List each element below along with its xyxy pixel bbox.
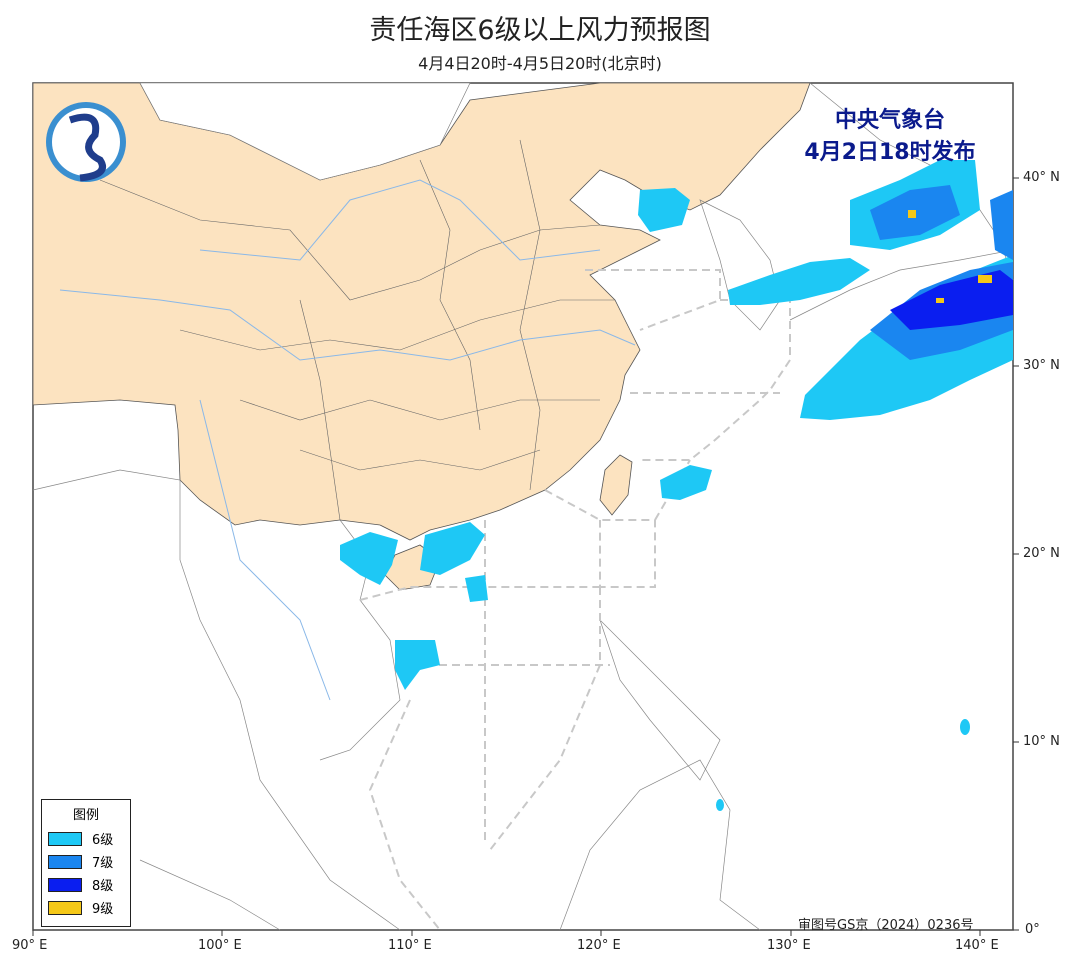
taiwan bbox=[599, 454, 633, 516]
legend-label: 8级 bbox=[92, 879, 114, 894]
map-title: 责任海区6级以上风力预报图 bbox=[369, 15, 711, 46]
legend-title: 图例 bbox=[72, 808, 99, 823]
x-tick: 140° E bbox=[955, 938, 999, 953]
y-tick: 10° N bbox=[1023, 734, 1060, 749]
wind-areas bbox=[340, 160, 1013, 811]
legend-item: 6级 bbox=[42, 827, 130, 850]
legend-item: 7级 bbox=[42, 850, 130, 873]
legend-swatch bbox=[48, 831, 82, 846]
issuer-name: 中央气象台 bbox=[834, 108, 945, 133]
legend-swatch bbox=[48, 877, 82, 892]
approval-number: 审图号GS京（2024）0236号 bbox=[798, 918, 974, 933]
legend: 图例 6级 7级 8级 9级 bbox=[41, 799, 131, 927]
legend-item: 9级 bbox=[42, 896, 130, 919]
map-subtitle: 4月4日20时-4月5日20时(北京时) bbox=[418, 54, 662, 73]
rivers bbox=[59, 179, 636, 701]
issuer-label: 中央气象台 4月2日18时发布 bbox=[780, 105, 1000, 169]
y-tick: 40° N bbox=[1023, 170, 1060, 185]
x-tick: 120° E bbox=[577, 938, 621, 953]
issue-time: 4月2日18时发布 bbox=[804, 140, 976, 165]
legend-label: 7级 bbox=[92, 856, 114, 871]
x-tick: 110° E bbox=[388, 938, 432, 953]
x-tick: 100° E bbox=[198, 938, 242, 953]
legend-swatch bbox=[48, 854, 82, 869]
cma-logo-icon bbox=[46, 102, 126, 182]
x-tick: 90° E bbox=[12, 938, 48, 953]
x-tick: 130° E bbox=[767, 938, 811, 953]
legend-label: 9级 bbox=[92, 902, 114, 917]
y-tick: 30° N bbox=[1023, 358, 1060, 373]
legend-swatch bbox=[48, 900, 82, 915]
y-tick: 0° bbox=[1025, 922, 1040, 937]
y-tick: 20° N bbox=[1023, 546, 1060, 561]
legend-label: 6级 bbox=[92, 833, 114, 848]
legend-item: 8级 bbox=[42, 873, 130, 896]
